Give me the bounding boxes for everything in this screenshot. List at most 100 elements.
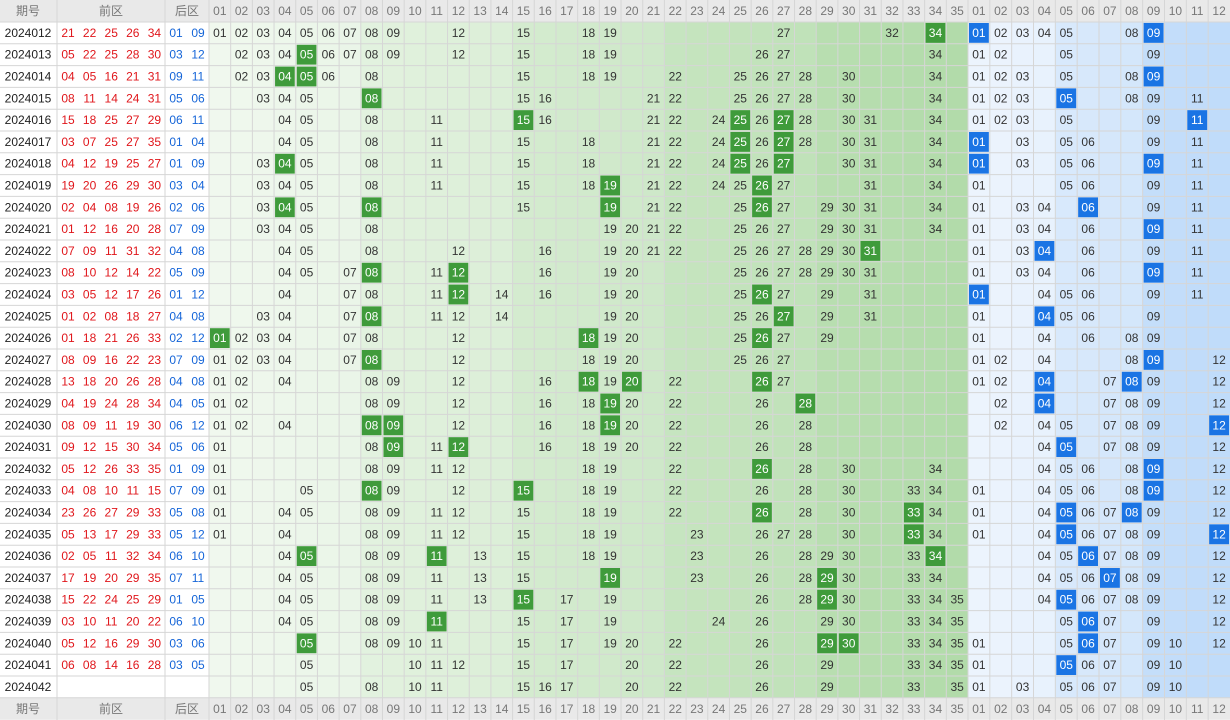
cell-number: 17 [560, 593, 574, 607]
cell-number: 09 [1147, 200, 1161, 214]
header-number: 23 [690, 702, 704, 716]
cell-number: 09 [1147, 244, 1161, 258]
cell-number: 30 [842, 571, 856, 585]
header-number: 09 [387, 4, 401, 18]
cell-number: 03 [257, 179, 271, 193]
cell-number: 15 [517, 157, 531, 171]
cell-number: 14 [495, 309, 509, 323]
cell-number: 29 [820, 244, 834, 258]
hit-cell [361, 480, 382, 501]
cell-number: 22 [669, 418, 683, 432]
front-number: 33 [126, 462, 140, 476]
cell-number: 28 [799, 70, 813, 84]
front-number: 16 [105, 636, 119, 650]
cell-number: 09 [1147, 636, 1161, 650]
header-number: 23 [690, 4, 704, 18]
header-number: 34 [929, 4, 943, 18]
back-number: 07 [169, 222, 183, 236]
header-number: 08 [365, 4, 379, 18]
back-number: 06 [191, 200, 205, 214]
cell-number: 09 [1147, 135, 1161, 149]
cell-number: 05 [1060, 309, 1074, 323]
cell-number: 21 [647, 113, 661, 127]
front-number: 28 [126, 397, 140, 411]
header-number: 10 [408, 4, 422, 18]
cell-number: 21 [647, 244, 661, 258]
front-number: 28 [148, 222, 162, 236]
cell-number: 29 [820, 331, 834, 345]
cell-number: 03 [257, 26, 271, 40]
cell-number: 09 [1147, 658, 1161, 672]
front-number: 09 [61, 440, 75, 454]
header-number: 19 [604, 4, 618, 18]
cell-number: 11 [430, 658, 443, 672]
header-number: 19 [604, 702, 618, 716]
cell-number: 07 [343, 288, 357, 302]
cell-number: 19 [604, 244, 618, 258]
cell-number: 20 [625, 222, 639, 236]
cell-number: 06 [1081, 179, 1095, 193]
hit-cell [730, 153, 751, 174]
cell-number: 17 [560, 680, 574, 694]
issue: 2024033 [5, 484, 52, 498]
cell-number: 22 [669, 91, 683, 105]
cell-number: 31 [864, 309, 878, 323]
cell-number: 09 [1147, 266, 1161, 280]
hit-cell [1143, 262, 1164, 283]
issue: 2024032 [5, 462, 52, 476]
front-number: 35 [148, 571, 162, 585]
cell-number: 26 [755, 549, 769, 563]
cell-number: 18 [582, 506, 596, 520]
cell-number: 28 [799, 571, 813, 585]
back-number: 04 [169, 244, 183, 258]
cell-number: 04 [278, 288, 292, 302]
cell-number: 04 [1038, 353, 1052, 367]
cell-number: 01 [972, 222, 986, 236]
cell-number: 27 [777, 244, 791, 258]
cell-number: 30 [842, 593, 856, 607]
cell-number: 02 [235, 397, 249, 411]
cell-number: 08 [365, 288, 379, 302]
hit-cell [903, 502, 924, 523]
cell-number: 20 [625, 353, 639, 367]
cell-number: 10 [408, 680, 422, 694]
cell-number: 33 [907, 571, 921, 585]
back-number: 01 [169, 157, 183, 171]
front-number: 29 [126, 179, 140, 193]
header-bg [0, 0, 1230, 22]
hit-cell [1056, 88, 1077, 109]
cell-number: 05 [1060, 288, 1074, 302]
cell-number: 01 [972, 658, 986, 672]
hit-cell [600, 393, 621, 414]
cell-number: 33 [907, 593, 921, 607]
front-number: 23 [148, 353, 162, 367]
cell-number: 28 [799, 135, 813, 149]
cell-number: 28 [799, 484, 813, 498]
cell-number: 16 [538, 397, 552, 411]
cell-number: 22 [669, 70, 683, 84]
cell-number: 34 [929, 549, 943, 563]
back-number: 05 [169, 527, 183, 541]
back-number: 01 [169, 462, 183, 476]
cell-number: 19 [604, 200, 618, 214]
cell-number: 20 [625, 680, 639, 694]
cell-number: 19 [604, 353, 618, 367]
cell-number: 13 [473, 549, 487, 563]
cell-number: 20 [625, 658, 639, 672]
column-band [837, 22, 860, 698]
cell-number: 22 [669, 244, 683, 258]
front-number: 15 [61, 113, 75, 127]
cell-number: 07 [1103, 658, 1117, 672]
cell-number: 09 [387, 615, 401, 629]
header-number: 03 [257, 4, 271, 18]
issue: 2024018 [5, 157, 52, 171]
cell-number: 20 [625, 418, 639, 432]
cell-number: 04 [278, 571, 292, 585]
cell-number: 04 [278, 375, 292, 389]
back-number: 08 [191, 375, 205, 389]
cell-number: 02 [994, 113, 1008, 127]
front-number: 07 [83, 135, 97, 149]
cell-number: 34 [929, 70, 943, 84]
header-number: 12 [1212, 702, 1226, 716]
